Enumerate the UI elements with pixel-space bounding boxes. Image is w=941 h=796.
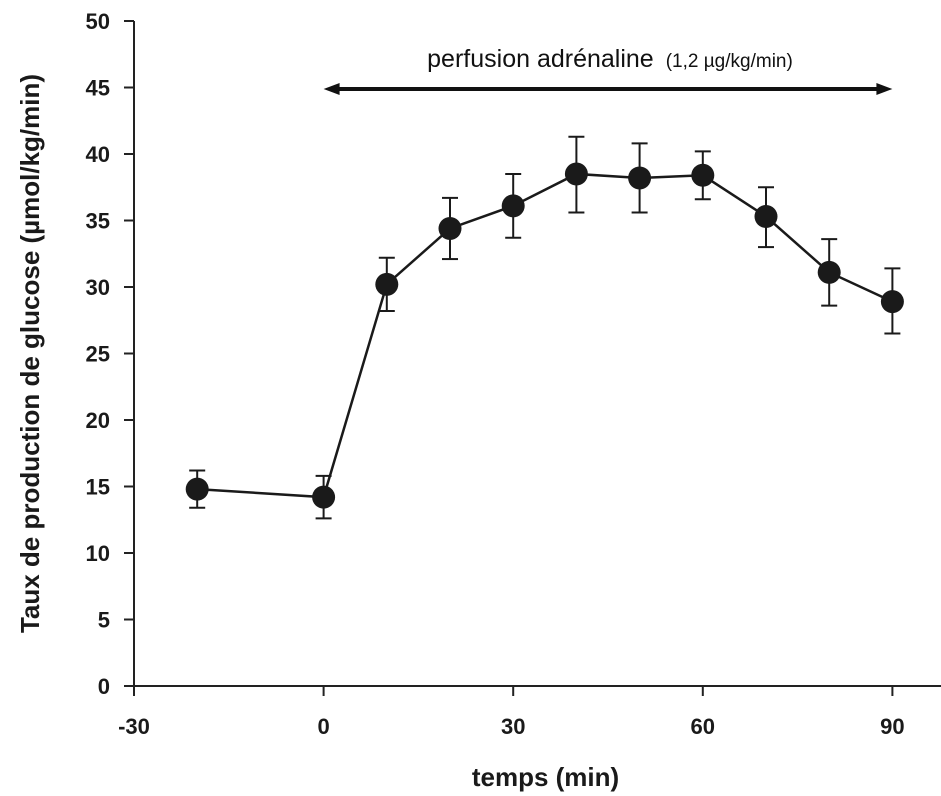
perfusion-arrow-head-left xyxy=(323,83,340,95)
series-layer xyxy=(185,135,904,520)
y-tick-label: 20 xyxy=(86,408,110,433)
y-tick-label: 15 xyxy=(86,475,110,500)
y-ticks: 0 5 10 15 20 25 30 35 40 45 50 xyxy=(86,9,134,699)
y-tick-label: 5 xyxy=(98,608,110,633)
series-line xyxy=(197,172,893,499)
x-tick-label: 60 xyxy=(691,714,715,739)
perfusion-label-main: perfusion adrénaline xyxy=(427,45,654,73)
data-point xyxy=(691,163,715,187)
perfusion-annotation: perfusion adrénaline (1,2 µg/kg/min) xyxy=(323,45,893,95)
y-tick-label: 0 xyxy=(98,674,110,699)
perfusion-label-dose: (1,2 µg/kg/min) xyxy=(666,51,793,72)
data-point xyxy=(880,290,904,314)
x-tick-label: 0 xyxy=(317,714,329,739)
y-tick-label: 25 xyxy=(86,342,110,367)
x-ticks: -30 0 30 60 90 xyxy=(118,686,905,739)
y-tick-label: 30 xyxy=(86,275,110,300)
data-point xyxy=(375,272,399,296)
data-point xyxy=(185,477,209,501)
perfusion-arrow-head-right xyxy=(876,83,893,95)
y-tick-label: 35 xyxy=(86,209,110,234)
axes xyxy=(133,21,941,687)
data-point xyxy=(628,166,652,190)
y-axis-title: Taux de production de glucose (µmol/kg/m… xyxy=(15,74,45,633)
perfusion-label: perfusion adrénaline (1,2 µg/kg/min) xyxy=(427,45,793,73)
data-point xyxy=(501,194,525,218)
x-tick-label: -30 xyxy=(118,714,150,739)
data-point xyxy=(564,162,588,186)
data-point xyxy=(817,260,841,284)
y-tick-label: 40 xyxy=(86,142,110,167)
x-tick-label: 30 xyxy=(501,714,525,739)
y-tick-label: 10 xyxy=(86,541,110,566)
data-point xyxy=(754,205,778,229)
x-tick-label: 90 xyxy=(880,714,904,739)
y-tick-label: 50 xyxy=(86,9,110,34)
x-axis-title: temps (min) xyxy=(472,762,619,792)
data-point xyxy=(312,485,336,509)
y-tick-label: 45 xyxy=(86,76,110,101)
data-point xyxy=(438,216,462,240)
